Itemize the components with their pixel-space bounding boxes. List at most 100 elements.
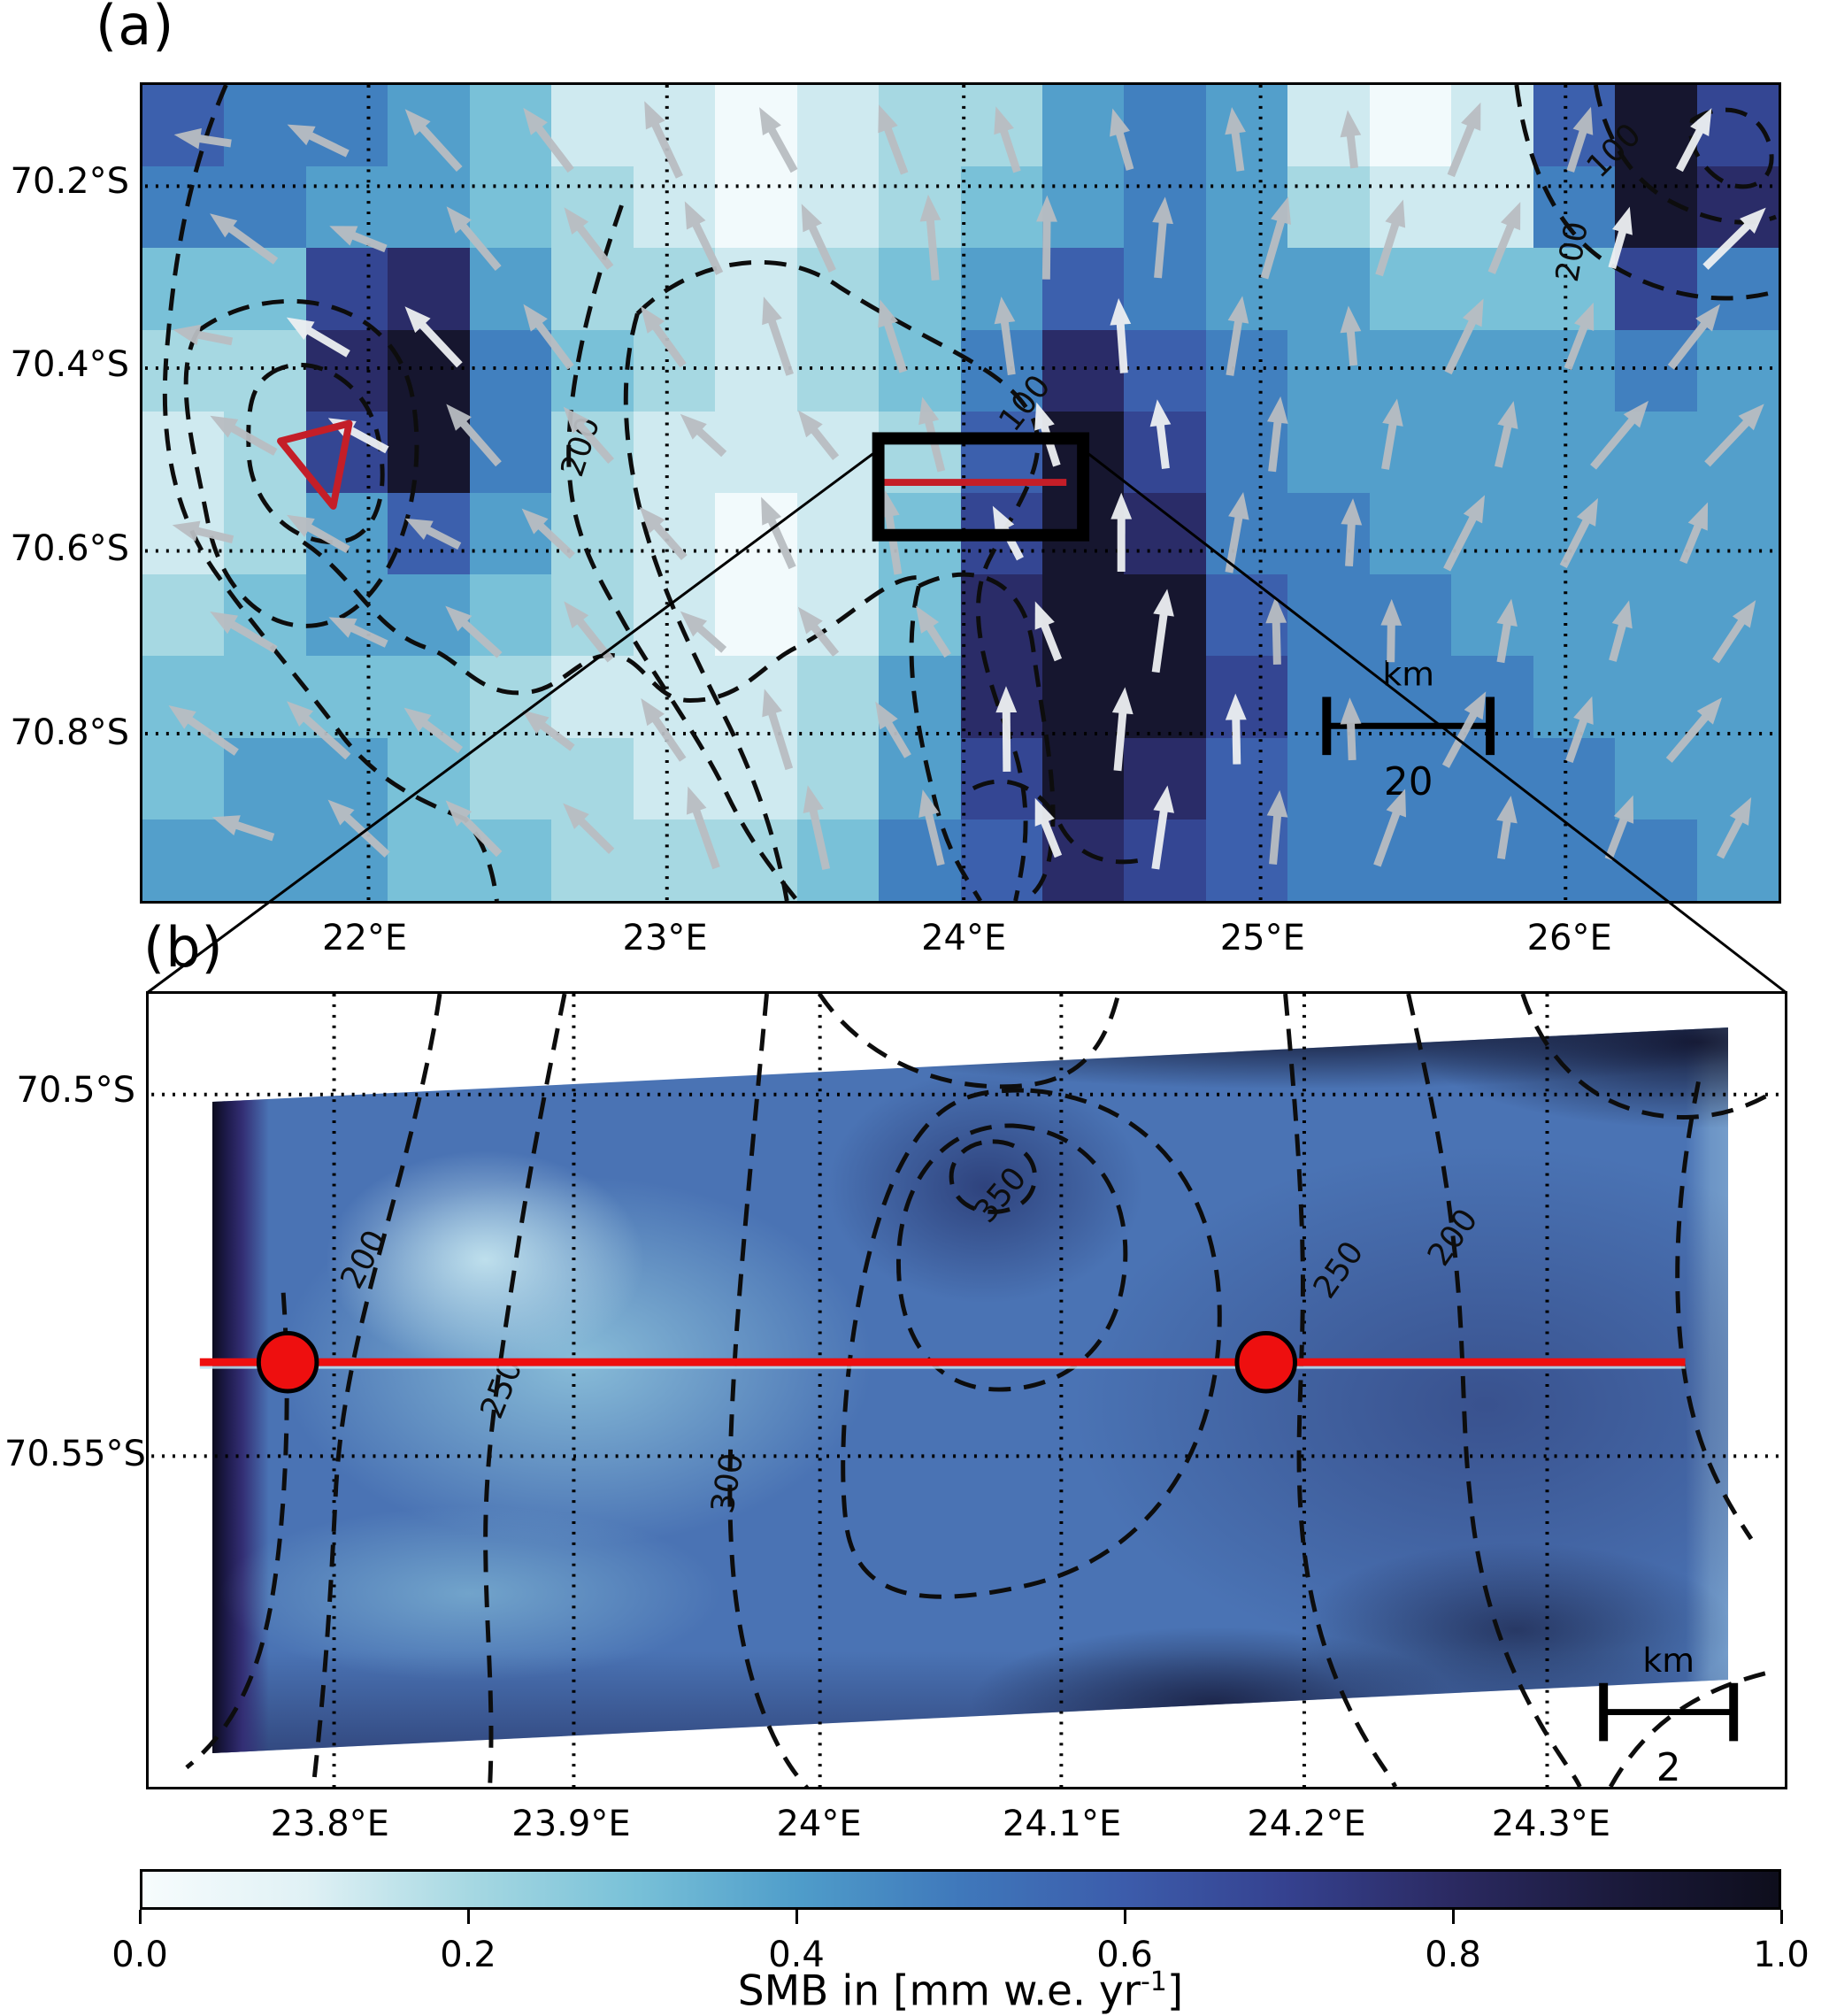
wind-arrow [797,606,840,658]
contour-line [635,259,1041,901]
arrow-shaft [765,313,794,376]
arrow-shaft [1447,119,1478,178]
lon-tick-label: 26°E [1526,918,1612,958]
arrow-shaft [999,315,1016,375]
raster-cell [1369,329,1452,412]
arrow-head [1110,298,1132,326]
wind-arrow [1702,207,1766,270]
arrow-head [563,406,589,434]
arrow-head [918,789,940,818]
arrow-shaft [1604,812,1631,861]
arrow-head [329,226,358,246]
contour-line [1406,994,1582,1787]
wind-arrow [1444,298,1484,375]
arrow-head [994,296,1016,325]
scalebar-value: 20 [1384,759,1433,804]
wind-arrow [1496,796,1518,859]
wind-arrow [1665,697,1723,763]
wind-arrow [210,415,278,456]
arrow-shaft [223,221,279,265]
arrow-head [1382,398,1403,427]
raster-cell [1369,85,1452,167]
contour-line [972,779,1149,865]
contour-line [311,994,442,1781]
contour-label: 200 [1549,219,1595,284]
arrow-shaft [533,519,575,559]
raster-cell [551,329,634,412]
wind-arrow [287,124,350,158]
arrow-head [1036,195,1057,222]
arrow-shaft [689,217,724,275]
arrow-head [1271,196,1291,226]
raster-cell [633,329,716,412]
arrow-head [1034,402,1055,431]
arrow-head [1267,396,1288,424]
colorbar-tick-label: 1.0 [1753,1935,1810,1975]
arrow-head [1464,691,1487,720]
arrow-head [1612,206,1633,235]
colorbar-title-text: SMB in [mm w.e. yr [737,1966,1141,2016]
raster-cell [469,329,552,412]
arrow-head [287,124,316,146]
lon-tick-label: 24°E [921,918,1007,958]
wind-arrow [1604,795,1634,861]
wind-arrow [759,107,798,173]
contour-line [727,994,810,1787]
wind-arrow [1341,498,1363,567]
arrow-shaft [1345,517,1356,567]
arrow-head [762,689,783,718]
arrow-head [640,305,665,334]
arrow-shaft [1002,705,1011,772]
wind-arrow [801,204,836,273]
arrow-shaft [1232,712,1241,765]
arrow-head [446,404,472,431]
wind-arrow [1151,785,1174,870]
arrow-head [1110,108,1130,137]
arrow-shaft [1151,804,1169,870]
colorbar-tick [795,1910,798,1924]
raster-cell [388,248,471,331]
colorbar-title: SMB in [mm w.e. yr-1] [140,1966,1781,2016]
wind-arrow [1110,492,1133,573]
arrow-head [1497,401,1518,429]
arrow-head [1265,596,1287,624]
wind-arrow [1566,106,1594,173]
raster-cell [1287,166,1371,249]
wind-arrow [1375,199,1406,277]
colorbar-tick-label: 0.0 [111,1935,168,1975]
arrow-head [404,306,431,334]
raster-cell [1041,85,1125,167]
wind-arrow [644,101,683,179]
arrow-shaft [881,716,911,758]
lon-tick-label: 23°E [622,918,708,958]
arrow-shaft [342,423,389,454]
arrow-shaft [181,712,239,756]
wind-arrow [1034,601,1063,662]
arrow-head [1695,304,1720,332]
wind-arrow [1225,107,1246,172]
lat-tick-label: 70.8°S [10,712,129,753]
lon-tick-label: 24°E [776,1804,862,1844]
arrow-shaft [1260,213,1287,280]
lat-tick-label: 70.55°S [4,1433,146,1474]
raster-cell [1041,166,1125,249]
wind-arrow [523,107,574,173]
arrow-head [995,686,1018,713]
raster-cell [715,166,797,249]
arrow-shaft [1151,607,1169,673]
wind-arrow [1495,401,1518,468]
raster-cell [879,166,961,249]
arrow-head [523,107,548,135]
wind-arrow [1559,497,1598,568]
raster-cell [1124,85,1207,167]
contour-label: 300 [704,1450,750,1516]
wind-arrow [875,701,911,758]
raster-cell [1369,166,1452,249]
colorbar-tick [1780,1910,1783,1924]
wind-arrow [878,104,909,175]
wind-arrow [564,601,614,663]
colorbar-tick-label: 0.6 [1096,1935,1153,1975]
arrow-shaft [225,421,278,456]
arrow-shaft [1590,412,1640,470]
